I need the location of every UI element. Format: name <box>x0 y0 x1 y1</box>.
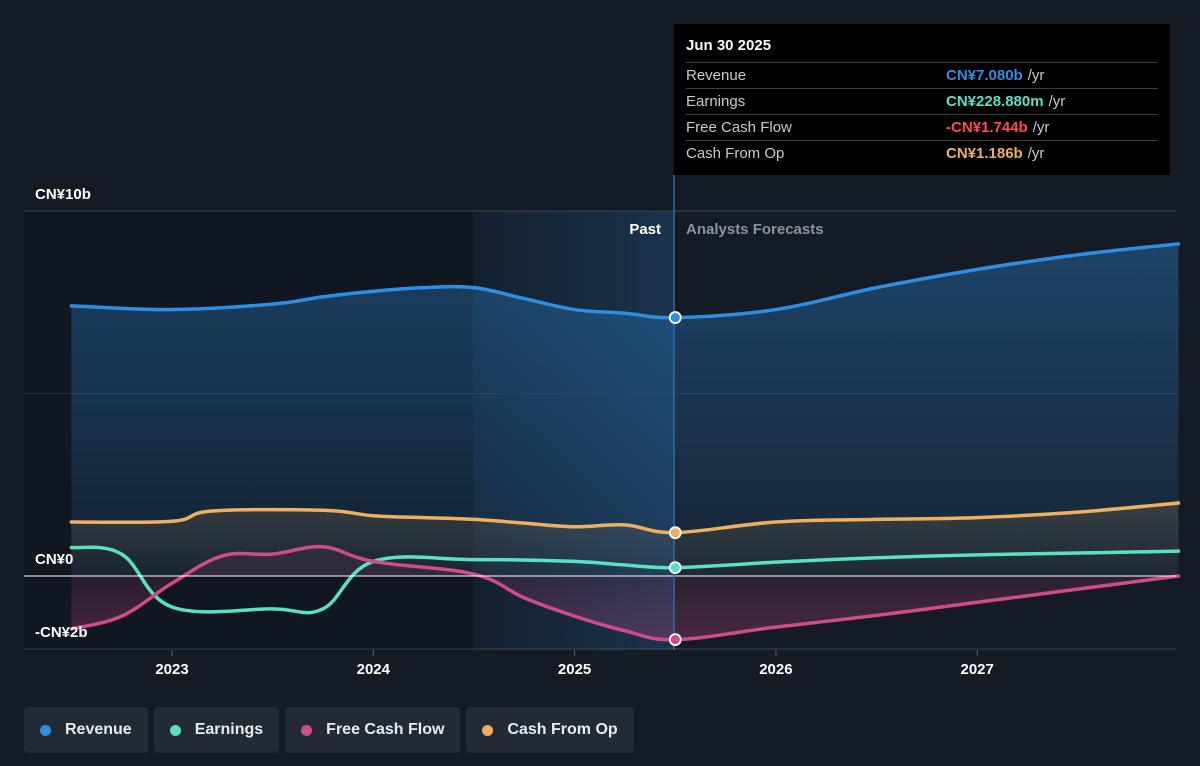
revenue-marker[interactable] <box>668 311 682 324</box>
cash-from-op-line <box>69 501 1181 535</box>
tooltip-unit: /yr <box>1032 119 1050 136</box>
tooltip-label: Revenue <box>686 67 747 84</box>
tooltip-value: CN¥7.080b <box>946 67 1023 84</box>
tooltip-row-cash-from-op: Cash From Op CN¥1.186b /yr <box>686 140 1158 166</box>
tooltip-panel: Jun 30 2025 Revenue CN¥7.080b /yr Earnin… <box>674 24 1170 175</box>
legend-dot-icon <box>169 724 181 736</box>
tooltip-row-earnings: Earnings CN¥228.880m /yr <box>686 88 1158 114</box>
tooltip-label: Earnings <box>686 93 746 110</box>
earnings-line <box>69 545 1181 615</box>
y-tick-label-top: CN¥10b <box>35 186 91 203</box>
tooltip-value: CN¥228.880m <box>946 93 1044 110</box>
earnings-marker[interactable] <box>668 561 682 575</box>
legend-item-free-cash-flow[interactable]: Free Cash Flow <box>285 707 461 753</box>
legend-label: Free Cash Flow <box>326 721 445 738</box>
legend-dot-icon <box>301 724 313 736</box>
tooltip-unit: /yr <box>1027 145 1045 162</box>
revenue-line <box>69 242 1181 320</box>
legend-dot-icon <box>482 724 494 736</box>
past-label: Past <box>629 221 661 238</box>
x-tick-label: 2025 <box>558 661 591 678</box>
tooltip-value: -CN¥1.744b <box>946 119 1028 136</box>
legend-item-revenue[interactable]: Revenue <box>24 707 148 753</box>
x-tick-label: 2023 <box>155 661 188 678</box>
cash-from-op-marker[interactable] <box>668 526 682 540</box>
free-cash-flow-line <box>69 544 1181 642</box>
legend-label: Cash From Op <box>507 721 618 738</box>
tooltip-row-revenue: Revenue CN¥7.080b /yr <box>686 62 1158 88</box>
revenue-area <box>71 243 1179 576</box>
tooltip-value: CN¥1.186b <box>946 145 1023 162</box>
legend-label: Revenue <box>65 721 132 738</box>
legend-item-cash-from-op[interactable]: Cash From Op <box>466 707 634 753</box>
tooltip-label: Cash From Op <box>686 145 785 162</box>
y-tick-label-zero: CN¥0 <box>35 551 73 568</box>
tooltip-row-free-cash-flow: Free Cash Flow -CN¥1.744b /yr <box>686 114 1158 140</box>
x-tick-label: 2027 <box>961 661 994 678</box>
forecast-label: Analysts Forecasts <box>686 221 824 238</box>
legend-item-earnings[interactable]: Earnings <box>153 707 280 753</box>
tooltip-label: Free Cash Flow <box>686 119 792 136</box>
x-tick-label: 2024 <box>357 661 391 678</box>
free-cash-flow-area <box>71 546 1179 640</box>
x-tick-label: 2026 <box>759 661 792 678</box>
legend-label: Earnings <box>194 721 264 738</box>
tooltip-unit: /yr <box>1048 93 1066 110</box>
legend-dot-icon <box>40 724 51 736</box>
tooltip-date: Jun 30 2025 <box>686 37 772 54</box>
free-cash-flow-marker[interactable] <box>668 633 682 647</box>
tooltip-unit: /yr <box>1027 67 1045 84</box>
legend: Revenue Earnings Free Cash Flow Cash Fro… <box>24 707 640 753</box>
y-tick-label-bottom: -CN¥2b <box>35 624 88 641</box>
